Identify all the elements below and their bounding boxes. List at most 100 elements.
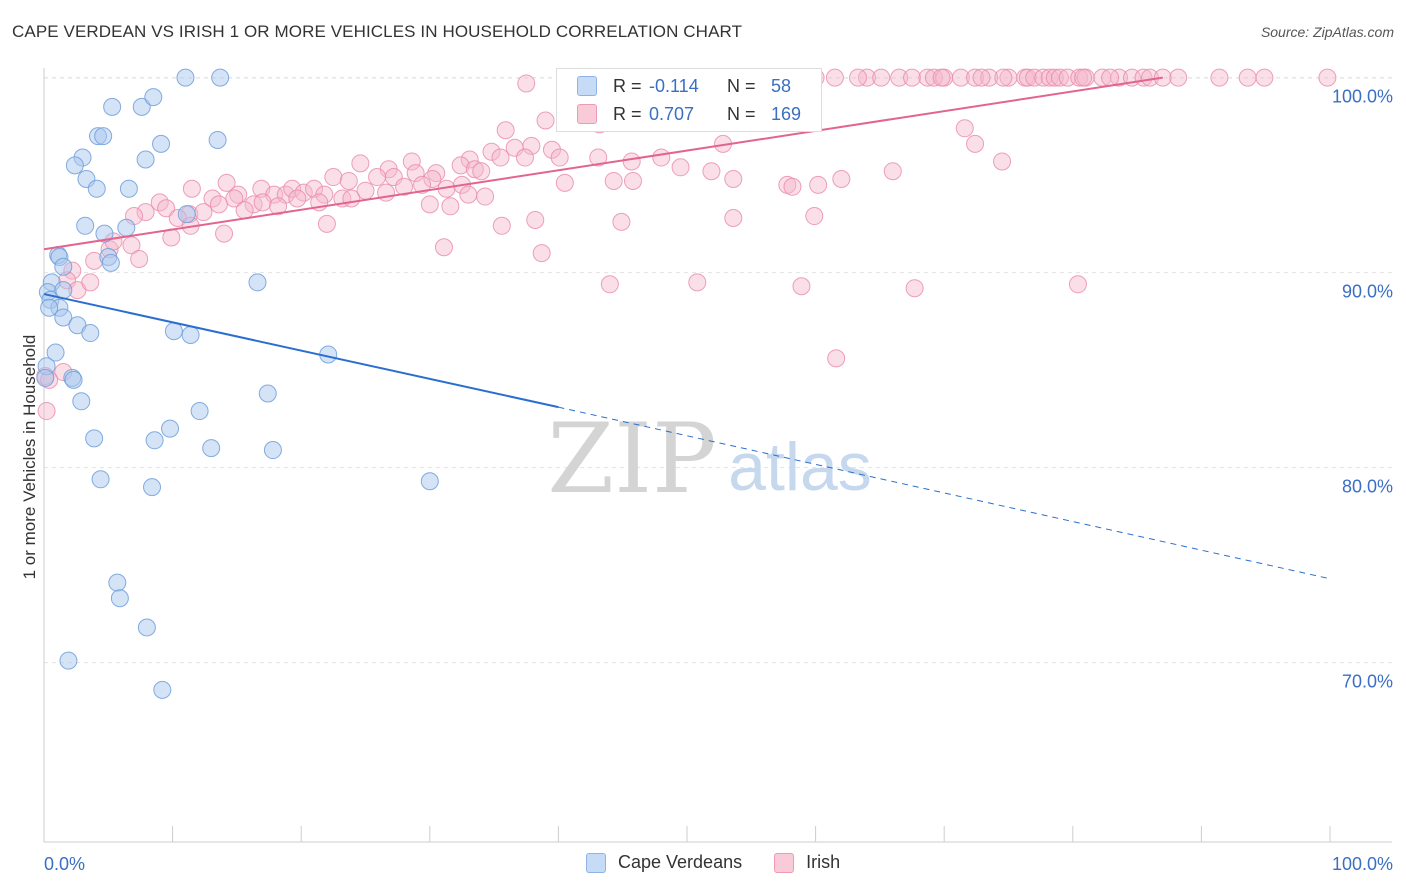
- irish-point: [1238, 68, 1257, 87]
- irish-point: [194, 203, 213, 222]
- legend-item-irish[interactable]: Irish: [774, 852, 840, 873]
- cape-verdean-point: [161, 419, 180, 438]
- irish-point: [832, 170, 851, 188]
- cape-verdean-point: [36, 368, 55, 387]
- cape-verdean-point: [76, 216, 95, 235]
- chart-title: CAPE VERDEAN VS IRISH 1 OR MORE VEHICLES…: [12, 22, 743, 41]
- n-value: 169: [771, 103, 802, 124]
- cape-verdean-point: [136, 150, 155, 169]
- cape-verdean-point: [132, 97, 151, 116]
- cape-verdean-point: [153, 680, 172, 699]
- irish-point: [671, 158, 690, 177]
- cape-verdean-point: [181, 326, 200, 344]
- irish-point: [81, 273, 100, 292]
- cape-verdean-point: [64, 370, 83, 389]
- irish-point: [724, 170, 743, 188]
- r-label: R =: [613, 103, 642, 124]
- irish-point: [622, 152, 641, 171]
- cape-verdean-point: [81, 324, 100, 343]
- irish-point: [472, 162, 491, 181]
- trend-lines: [43, 76, 1331, 580]
- legend-item-cape-verdeans[interactable]: Cape Verdeans: [586, 852, 742, 873]
- irish-point: [217, 173, 236, 192]
- irish-point: [305, 179, 324, 198]
- irish-point: [244, 195, 263, 214]
- cape-verdean-point: [46, 343, 65, 362]
- irish-point: [368, 168, 387, 187]
- irish-point: [951, 68, 970, 87]
- irish-point: [441, 197, 460, 216]
- cape-verdean-point: [95, 224, 114, 243]
- cape-verdean-point: [176, 68, 195, 87]
- legend-label: Irish: [806, 852, 841, 872]
- irish-point: [872, 68, 891, 87]
- irish-point: [555, 173, 574, 192]
- irish-point: [994, 68, 1013, 87]
- irish-point: [1074, 68, 1093, 87]
- irish-point: [1110, 68, 1129, 87]
- irish-point: [526, 210, 545, 229]
- legend-swatch-blue: [586, 852, 606, 873]
- irish-point: [955, 119, 974, 138]
- irish-point: [883, 162, 902, 181]
- cape-verdean-point: [190, 402, 209, 421]
- tick-labels: 70.0% 80.0% 90.0% 100.0% 0.0% 100.0%: [44, 87, 1393, 874]
- irish-point: [1050, 68, 1069, 87]
- irish-point: [688, 273, 707, 292]
- irish-point: [515, 148, 534, 167]
- irish-point: [993, 152, 1012, 171]
- cape-verdean-point: [91, 470, 110, 489]
- irish-point: [496, 121, 515, 140]
- n-label: N =: [727, 75, 756, 96]
- cape-verdean-points: [36, 68, 439, 699]
- irish-point: [342, 189, 361, 208]
- irish-swatch: [577, 104, 597, 124]
- cape-verdean-point: [152, 134, 171, 153]
- cape-verdean-point: [263, 441, 282, 460]
- irish-point: [253, 193, 272, 212]
- irish-point: [482, 142, 501, 161]
- irish-point: [339, 171, 358, 190]
- cape-verdean-point: [59, 651, 78, 670]
- cape-verdean-point: [164, 322, 183, 341]
- cape-verdeans-swatch: [577, 76, 597, 96]
- irish-point: [402, 152, 421, 171]
- irish-point: [324, 168, 343, 187]
- cape-verdean-point: [65, 156, 84, 175]
- cape-verdean-point: [85, 429, 104, 448]
- irish-point: [903, 68, 922, 87]
- cape-verdean-trend-line: [43, 293, 559, 409]
- irish-point: [130, 249, 149, 268]
- cape-verdean-point: [101, 253, 120, 272]
- irish-point: [209, 195, 228, 214]
- legend-swatch-pink: [774, 852, 795, 873]
- cape-verdean-point: [103, 97, 122, 116]
- cape-verdean-point: [87, 179, 106, 198]
- irish-point: [465, 160, 484, 179]
- irish-point: [932, 68, 951, 87]
- irish-point: [1169, 68, 1188, 87]
- irish-point: [600, 275, 619, 294]
- irish-point: [849, 68, 868, 87]
- cape-verdean-point: [177, 205, 196, 224]
- cape-verdean-point: [119, 179, 138, 198]
- irish-point: [550, 148, 569, 167]
- y-tick-label: 100.0%: [1332, 87, 1393, 107]
- irish-point: [157, 199, 176, 218]
- source-label: Source: ZipAtlas.com: [1260, 24, 1394, 40]
- irish-point: [980, 68, 999, 87]
- irish-point: [589, 148, 608, 167]
- cape-verdean-point: [54, 308, 73, 327]
- cape-verdean-point: [117, 218, 136, 237]
- legend-label: Cape Verdeans: [618, 852, 743, 872]
- irish-point: [235, 201, 254, 220]
- cape-verdean-point: [202, 439, 221, 458]
- irish-point: [809, 175, 828, 194]
- irish-point: [136, 203, 155, 222]
- irish-point: [406, 164, 425, 183]
- cape-verdean-point: [54, 257, 73, 276]
- irish-point: [451, 156, 470, 175]
- irish-point: [269, 197, 288, 216]
- irish-point: [542, 140, 561, 159]
- cape-verdean-point: [420, 472, 439, 491]
